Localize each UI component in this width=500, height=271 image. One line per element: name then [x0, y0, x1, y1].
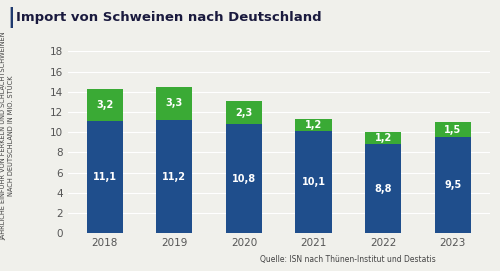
Text: 8,8: 8,8	[374, 184, 392, 194]
Text: 3,2: 3,2	[96, 100, 114, 110]
Bar	[86, 89, 123, 121]
Text: 9,5: 9,5	[444, 180, 462, 190]
Text: 1,2: 1,2	[305, 120, 322, 130]
Text: 1,2: 1,2	[374, 133, 392, 143]
Text: 2,3: 2,3	[236, 108, 252, 118]
Text: 10,1: 10,1	[302, 177, 326, 187]
Bar	[296, 119, 332, 131]
Text: 3,3: 3,3	[166, 98, 183, 108]
Text: 11,1: 11,1	[93, 172, 117, 182]
Text: Import von Schweinen nach Deutschland: Import von Schweinen nach Deutschland	[16, 11, 322, 24]
Bar	[156, 120, 192, 233]
Text: 10,8: 10,8	[232, 174, 256, 183]
Bar	[365, 144, 401, 233]
Text: 1,5: 1,5	[444, 125, 462, 135]
Bar	[434, 122, 471, 137]
Bar	[86, 121, 123, 233]
Text: JÄHRLICHE EINFUHR VON FERKELN UND SCHLACHTSCHWEINEN
NACH DEUTSCHLAND IN MIO. STÜ: JÄHRLICHE EINFUHR VON FERKELN UND SCHLAC…	[0, 31, 14, 240]
Text: |: |	[8, 7, 15, 28]
Bar	[434, 137, 471, 233]
Bar	[365, 132, 401, 144]
Bar	[226, 101, 262, 124]
Text: Quelle: ISN nach Thünen-Institut und Destatis: Quelle: ISN nach Thünen-Institut und Des…	[260, 255, 436, 264]
Bar	[226, 124, 262, 233]
Bar	[296, 131, 332, 233]
Text: 11,2: 11,2	[162, 172, 186, 182]
Bar	[156, 87, 192, 120]
